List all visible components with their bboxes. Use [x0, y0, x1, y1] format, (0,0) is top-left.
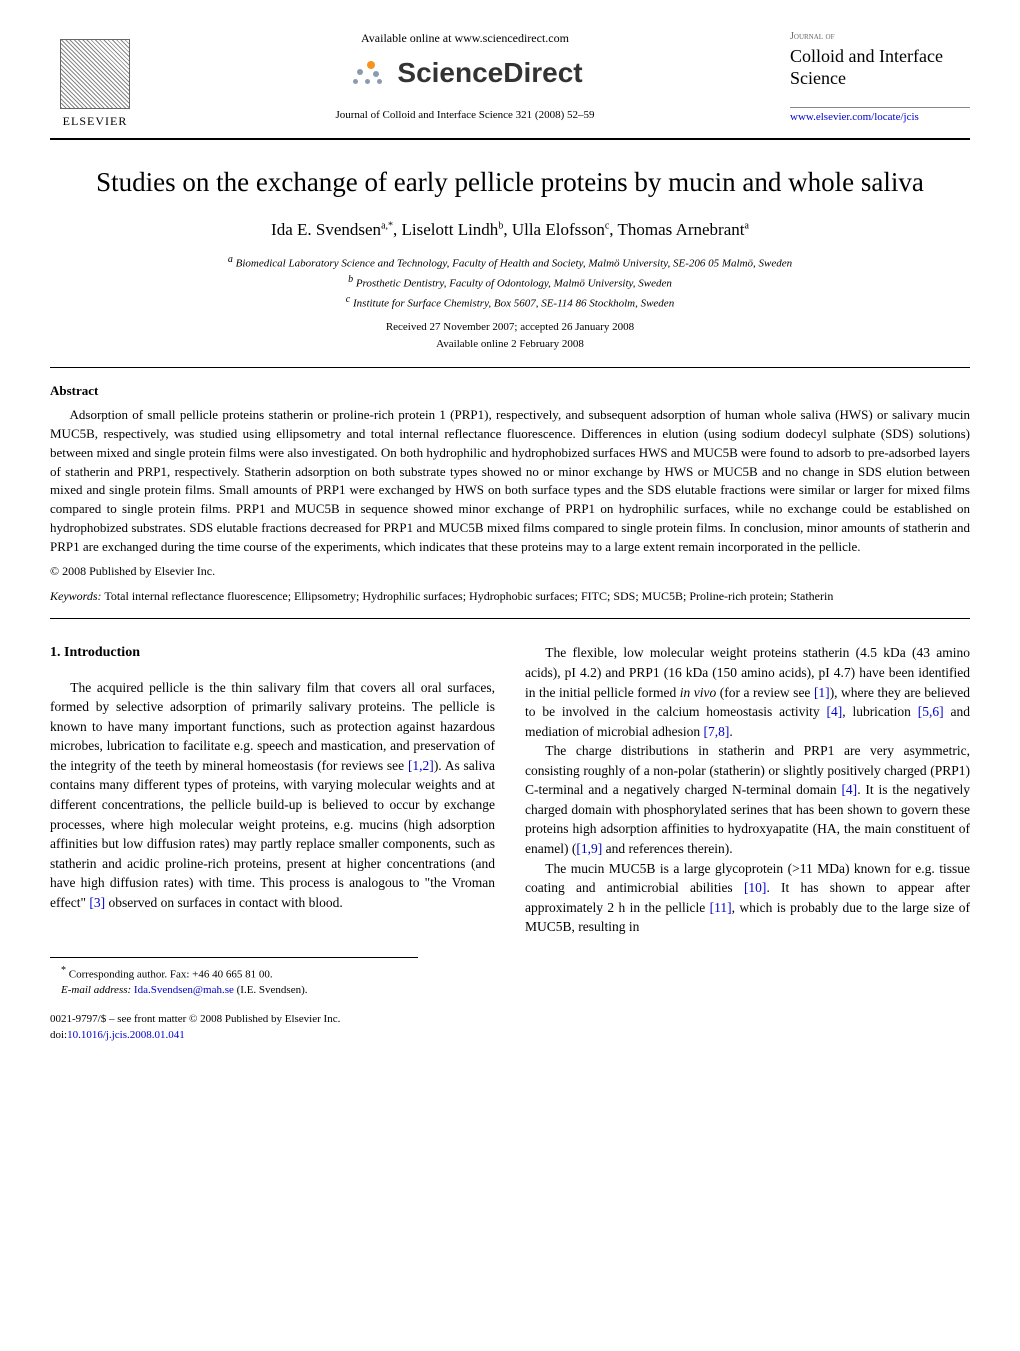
elsevier-text: ELSEVIER	[63, 113, 128, 130]
page-header: ELSEVIER Available online at www.science…	[50, 30, 970, 130]
sciencedirect-logo: ScienceDirect	[160, 53, 770, 92]
rule-before-abstract	[50, 367, 970, 368]
ref-5-6[interactable]: [5,6]	[918, 704, 944, 719]
affiliations: a Biomedical Laboratory Science and Tech…	[50, 252, 970, 312]
received-date: Received 27 November 2007; accepted 26 J…	[50, 320, 970, 335]
sciencedirect-text: ScienceDirect	[397, 53, 582, 92]
ref-4b[interactable]: [4]	[841, 782, 857, 797]
p3c: and references therein).	[602, 841, 732, 856]
intro-p2: The flexible, low molecular weight prote…	[525, 643, 970, 741]
abstract-copyright: © 2008 Published by Elsevier Inc.	[50, 563, 970, 580]
author-2: , Liselott Lindh	[393, 220, 498, 239]
affil-b-sup: b	[348, 274, 353, 285]
header-center: Available online at www.sciencedirect.co…	[140, 30, 790, 123]
corresponding-author: * Corresponding author. Fax: +46 40 665 …	[50, 964, 970, 983]
intro-p3: The charge distributions in statherin an…	[525, 741, 970, 858]
intro-p1: The acquired pellicle is the thin saliva…	[50, 678, 495, 913]
article-title: Studies on the exchange of early pellicl…	[50, 164, 970, 202]
keywords-line: Keywords: Total internal reflectance flu…	[50, 588, 970, 605]
ref-1-2[interactable]: [1,2]	[408, 758, 434, 773]
authors-line: Ida E. Svendsena,*, Liselott Lindhb, Ull…	[50, 218, 970, 242]
ref-3[interactable]: [3]	[89, 895, 105, 910]
p1c: observed on surfaces in contact with blo…	[105, 895, 343, 910]
journal-of-label: Journal of	[790, 30, 970, 44]
affil-c: Institute for Surface Chemistry, Box 560…	[353, 298, 674, 310]
ref-11[interactable]: [11]	[710, 900, 732, 915]
rule-after-keywords	[50, 618, 970, 619]
abstract-text: Adsorption of small pellicle proteins st…	[50, 406, 970, 557]
author-1-affil: a,*	[381, 220, 393, 231]
online-date: Available online 2 February 2008	[50, 337, 970, 352]
keywords-text: Total internal reflectance fluorescence;…	[102, 589, 834, 603]
p2b: (for a review see	[716, 685, 814, 700]
author-4-affil: a	[744, 220, 748, 231]
email-link[interactable]: Ida.Svendsen@mah.se	[131, 984, 234, 996]
header-right: Journal of Colloid and Interface Science…	[790, 30, 970, 126]
available-online-text: Available online at www.sciencedirect.co…	[160, 30, 770, 47]
author-4: , Thomas Arnebrant	[609, 220, 744, 239]
keywords-label: Keywords:	[50, 589, 102, 603]
journal-name: Colloid and Interface Science	[790, 46, 970, 89]
ref-7-8[interactable]: [7,8]	[703, 724, 729, 739]
journal-homepage-link[interactable]: www.elsevier.com/locate/jcis	[790, 107, 970, 125]
doi-label: doi:	[50, 1029, 67, 1041]
doi-link[interactable]: 10.1016/j.jcis.2008.01.041	[67, 1029, 185, 1041]
elsevier-logo: ELSEVIER	[50, 30, 140, 130]
affil-b: Prosthetic Dentistry, Faculty of Odontol…	[356, 277, 672, 289]
footnote-star: *	[61, 965, 66, 976]
abstract-body: Adsorption of small pellicle proteins st…	[50, 407, 970, 554]
p2-italic: in vivo	[680, 685, 717, 700]
footer-issn: 0021-9797/$ – see front matter © 2008 Pu…	[50, 1012, 970, 1027]
author-1: Ida E. Svendsen	[271, 220, 381, 239]
intro-p4: The mucin MUC5B is a large glycoprotein …	[525, 859, 970, 937]
header-rule	[50, 138, 970, 140]
ref-1b[interactable]: [1]	[814, 685, 830, 700]
section-1-heading: 1. Introduction	[50, 643, 495, 663]
ref-10[interactable]: [10]	[744, 880, 767, 895]
corresponding-email: E-mail address: Ida.Svendsen@mah.se (I.E…	[50, 983, 970, 998]
ref-1-9[interactable]: [1,9]	[576, 841, 602, 856]
affil-c-sup: c	[346, 294, 350, 305]
body-columns: 1. Introduction The acquired pellicle is…	[50, 643, 970, 936]
sciencedirect-dots-icon	[347, 57, 387, 87]
affil-a: Biomedical Laboratory Science and Techno…	[236, 257, 793, 269]
footnote-rule	[50, 957, 418, 958]
ref-4[interactable]: [4]	[826, 704, 842, 719]
author-3: , Ulla Elofsson	[503, 220, 605, 239]
affil-a-sup: a	[228, 254, 233, 265]
corr-text: Corresponding author. Fax: +46 40 665 81…	[69, 968, 273, 980]
email-label: E-mail address:	[61, 984, 131, 996]
footer-doi: doi:10.1016/j.jcis.2008.01.041	[50, 1028, 970, 1043]
journal-reference: Journal of Colloid and Interface Science…	[160, 108, 770, 123]
p2f: .	[729, 724, 732, 739]
email-after: (I.E. Svendsen).	[234, 984, 308, 996]
elsevier-tree-icon	[60, 39, 130, 109]
p2d: , lubrication	[842, 704, 918, 719]
abstract-label: Abstract	[50, 382, 970, 400]
p1b: ). As saliva contains many different typ…	[50, 758, 495, 910]
